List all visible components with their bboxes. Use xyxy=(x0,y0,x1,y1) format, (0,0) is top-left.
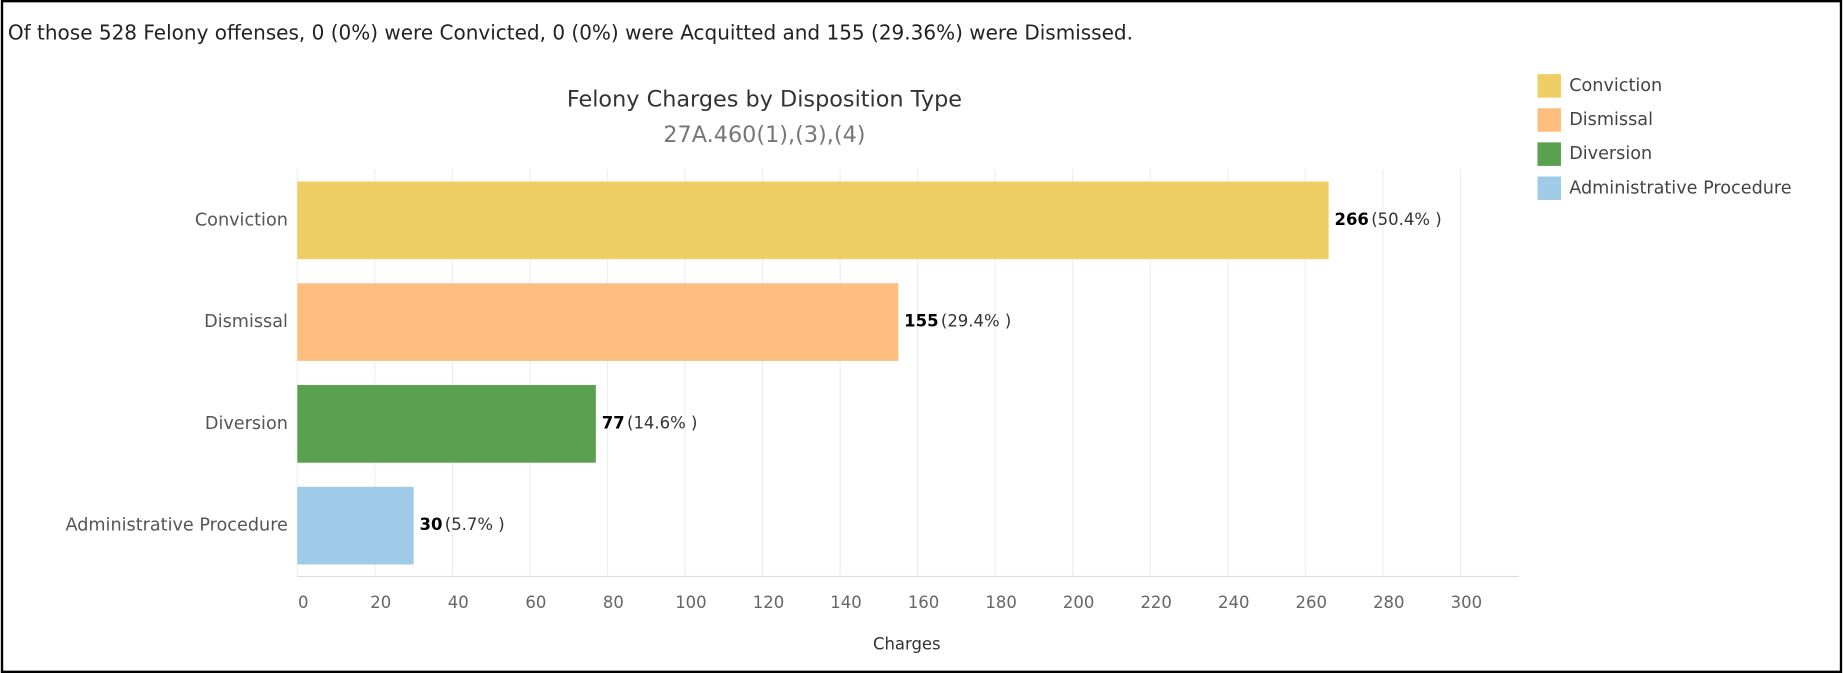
percent-label: (14.6% ) xyxy=(627,413,697,432)
x-tick-label: 240 xyxy=(1218,593,1249,612)
percent-label: (29.4% ) xyxy=(941,312,1011,331)
bar xyxy=(297,283,899,361)
y-tick-label: Diversion xyxy=(205,414,288,434)
x-tick-label: 160 xyxy=(908,593,939,612)
x-tick-label: 220 xyxy=(1140,593,1171,612)
x-tick-label: 280 xyxy=(1373,593,1404,612)
percent-label: (50.4% ) xyxy=(1371,210,1441,229)
x-tick-label: 20 xyxy=(370,593,391,612)
legend-swatch xyxy=(1537,176,1561,201)
value-label: 30 xyxy=(420,515,443,534)
chart-title: Felony Charges by Disposition Type xyxy=(567,87,962,113)
legend-label: Diversion xyxy=(1569,144,1652,164)
legend-label: Administrative Procedure xyxy=(1569,178,1791,198)
x-tick-label: 260 xyxy=(1296,593,1327,612)
legend-swatch xyxy=(1537,142,1561,166)
x-tick-label: 60 xyxy=(525,593,546,612)
y-tick-label: Dismissal xyxy=(204,312,288,332)
bar xyxy=(297,181,1329,260)
value-label: 77 xyxy=(602,413,625,432)
legend-swatch xyxy=(1537,108,1561,132)
legend-swatch xyxy=(1537,74,1561,98)
legend-label: Conviction xyxy=(1569,76,1662,96)
legend-label: Dismissal xyxy=(1569,110,1653,130)
value-label: 155 xyxy=(904,312,938,331)
x-tick-label: 80 xyxy=(603,593,624,612)
x-tick-label: 120 xyxy=(753,593,784,612)
x-tick-label: 300 xyxy=(1451,593,1482,612)
y-tick-label: Administrative Procedure xyxy=(65,516,287,536)
x-axis-label: Charges xyxy=(873,634,941,653)
x-tick-label: 140 xyxy=(830,593,861,612)
x-tick-label: 200 xyxy=(1063,593,1094,612)
bar xyxy=(297,385,596,463)
value-label: 266 xyxy=(1335,210,1369,229)
bar xyxy=(297,486,414,565)
percent-label: (5.7% ) xyxy=(445,515,505,534)
header-text: Of those 528 Felony offenses, 0 (0%) wer… xyxy=(8,21,1133,45)
chart-subtitle: 27A.460(1),(3),(4) xyxy=(663,122,865,148)
x-tick-label: 0 xyxy=(298,593,308,612)
y-tick-label: Conviction xyxy=(195,210,288,230)
x-tick-label: 40 xyxy=(448,593,469,612)
x-tick-label: 180 xyxy=(985,593,1016,612)
x-tick-label: 100 xyxy=(675,593,706,612)
